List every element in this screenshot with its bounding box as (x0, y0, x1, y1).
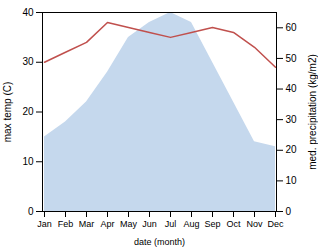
svg-text:Jan: Jan (37, 219, 52, 229)
svg-text:Apr: Apr (100, 219, 114, 229)
svg-text:Aug: Aug (183, 219, 199, 229)
svg-text:60: 60 (286, 22, 298, 33)
svg-text:30: 30 (286, 114, 298, 125)
svg-text:20: 20 (286, 144, 298, 155)
svg-text:Jun: Jun (142, 219, 157, 229)
svg-text:Jul: Jul (165, 219, 177, 229)
svg-text:Oct: Oct (226, 219, 241, 229)
svg-text:40: 40 (286, 83, 298, 94)
svg-text:Sep: Sep (204, 219, 220, 229)
svg-text:0: 0 (286, 206, 292, 217)
svg-text:Mar: Mar (79, 219, 95, 229)
svg-text:date (month): date (month) (134, 237, 185, 247)
svg-text:Nov: Nov (246, 219, 263, 229)
svg-text:med. precipitation (kg/m2): med. precipitation (kg/m2) (307, 54, 318, 170)
svg-text:Dec: Dec (267, 219, 284, 229)
svg-text:30: 30 (22, 56, 34, 67)
svg-text:max temp (C): max temp (C) (2, 82, 13, 143)
svg-text:40: 40 (22, 7, 34, 18)
svg-text:20: 20 (22, 106, 34, 117)
svg-text:May: May (120, 219, 138, 229)
svg-text:10: 10 (286, 175, 298, 186)
svg-text:0: 0 (28, 206, 34, 217)
svg-text:Feb: Feb (58, 219, 74, 229)
svg-text:10: 10 (22, 156, 34, 167)
svg-text:50: 50 (286, 53, 298, 64)
